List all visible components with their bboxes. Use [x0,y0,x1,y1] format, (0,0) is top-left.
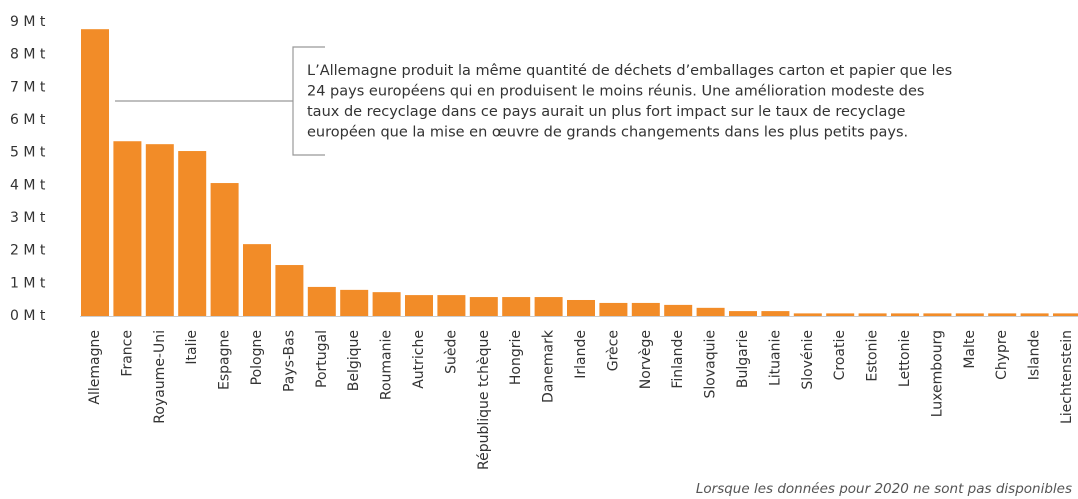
bar [955,313,984,316]
x-tick-label: Espagne [217,330,233,390]
x-tick-label: Estonie [865,330,881,382]
annotation-bracket [115,46,325,156]
x-tick-label: Islande [1027,330,1043,380]
x-tick-label: Luxembourg [929,330,945,417]
x-tick-label: Hongrie [508,330,524,385]
x-tick-label: Portugal [314,330,330,388]
x-tick-label: Belgique [346,330,362,391]
x-tick-label: Autriche [411,330,427,389]
x-tick-label: Chypre [994,330,1010,380]
bar [1020,313,1049,316]
bar [761,311,790,316]
y-tick-label: 1 M t [10,275,46,291]
x-tick-label: Slovénie [800,330,816,390]
bar [372,292,401,316]
bar [145,144,174,316]
x-tick-label: Grèce [605,330,621,371]
x-tick-label: Roumanie [379,330,395,400]
x-tick-label: Royaume-Uni [152,330,168,424]
x-tick-label: Pologne [249,330,265,385]
x-tick-label: Irlande [573,330,589,379]
bar [567,299,595,316]
bar [696,307,725,316]
x-tick-label: Slovaquie [703,330,719,398]
x-tick-label: Pays-Bas [281,330,297,392]
y-tick-label: 7 M t [10,79,46,95]
y-tick-label: 9 M t [10,14,46,30]
x-tick-label: Croatie [832,330,848,380]
bar [793,313,822,316]
bar [469,297,498,316]
x-tick-label: République tchèque [476,330,492,470]
bar [275,265,304,316]
x-tick-label: France [119,330,135,377]
bar [664,304,693,316]
y-tick-label: 5 M t [10,145,46,161]
x-tick-label: Norvège [638,330,654,389]
bar [502,297,531,316]
x-tick-label: Lituanie [767,330,783,386]
bar [210,183,239,316]
annotation-line: européen que la mise en œuvre de grands … [307,125,908,141]
x-tick-label: Suède [443,330,459,374]
footnote: Lorsque les données pour 2020 ne sont pa… [696,481,1072,497]
bar [1053,313,1078,316]
annotation-line: L’Allemagne produit la même quantité de … [307,63,952,79]
bar [405,295,433,316]
y-tick-label: 8 M t [10,47,46,63]
bar [243,244,271,316]
bar [599,302,628,316]
x-tick-label: Danemark [541,329,557,403]
bar [340,289,369,316]
x-tick-label: Liechtenstein [1059,330,1075,424]
bar [113,141,142,316]
bar [81,29,109,316]
annotation-line: 24 pays européens qui en produisent le m… [307,84,924,100]
x-tick-label: Finlande [670,330,686,389]
y-tick-label: 2 M t [10,243,46,259]
annotation-line: taux de recyclage dans ce pays aurait un… [307,104,906,120]
x-tick-label: Allemagne [87,330,103,405]
bar [178,151,207,316]
y-tick-label: 6 M t [10,112,46,128]
y-tick-label: 0 M t [10,308,46,324]
bar [988,313,1017,316]
bar [307,286,336,316]
x-tick-label: Malte [962,330,978,369]
bar [534,297,563,316]
x-tick-label: Bulgarie [735,330,751,388]
y-tick-label: 4 M t [10,177,46,193]
bar [858,313,887,316]
y-tick-label: 3 M t [10,210,46,226]
bar [729,311,757,316]
bar [891,313,919,316]
x-tick-label: Lettonie [897,330,913,387]
x-tick-label: Italie [184,330,200,365]
bar [826,313,855,316]
bar [631,302,660,316]
bar [923,313,952,316]
bar [437,295,466,316]
